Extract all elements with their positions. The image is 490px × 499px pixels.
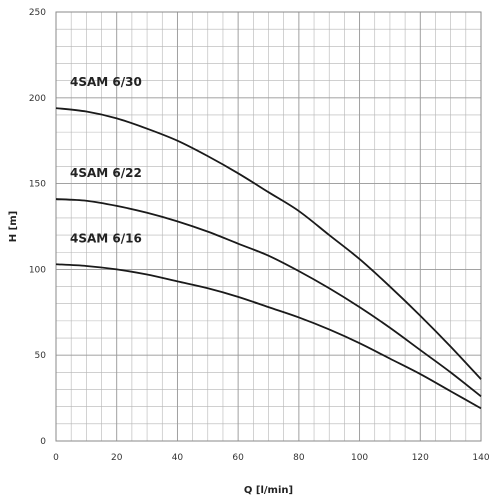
series-label-2: 4SAM 6/22: [70, 166, 142, 180]
series-label-1: 4SAM 6/30: [70, 75, 142, 89]
x-tick-label: 20: [111, 453, 123, 463]
y-tick-label: 50: [35, 351, 47, 361]
x-tick-label: 60: [232, 453, 244, 463]
plot-frame: [55, 11, 482, 442]
curve-series-2: [55, 198, 482, 398]
y-tick-label: 0: [40, 437, 46, 447]
x-tick-label: 0: [53, 453, 59, 463]
x-tick-label: 140: [472, 453, 489, 463]
x-tick-label: 80: [293, 453, 305, 463]
series-labels: 4SAM 6/30 4SAM 6/22 4SAM 6/16: [70, 75, 142, 245]
x-tick-labels: 0 20 40 60 80 100 120 140: [53, 453, 490, 463]
pump-curves: [55, 107, 482, 410]
y-tick-label: 150: [29, 180, 46, 190]
x-tick-label: 100: [351, 453, 368, 463]
curve-series-3: [55, 263, 482, 410]
y-axis-title: H [m]: [8, 211, 19, 242]
y-tick-labels: 0 50 100 150 200 250: [29, 8, 46, 447]
curve-series-1: [55, 107, 482, 380]
y-tick-label: 100: [29, 265, 46, 275]
x-tick-label: 40: [172, 453, 184, 463]
y-tick-label: 250: [29, 8, 46, 18]
x-tick-label: 120: [412, 453, 429, 463]
x-axis-title: Q [l/min]: [244, 485, 293, 496]
series-label-3: 4SAM 6/16: [70, 231, 142, 245]
y-tick-label: 200: [29, 94, 46, 104]
